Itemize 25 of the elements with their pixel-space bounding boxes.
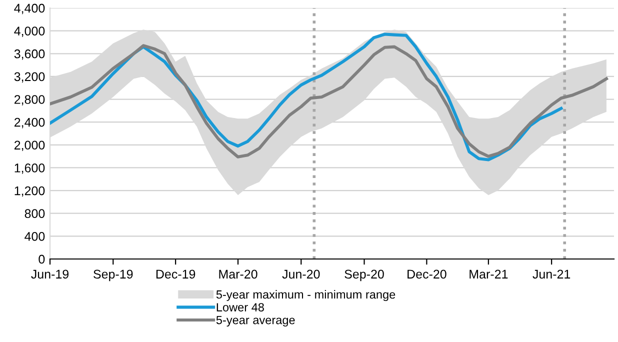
x-tick-label: Sep-19 bbox=[94, 270, 133, 282]
y-tick-label: 2,000 bbox=[14, 140, 45, 152]
x-tick-label: Dec-20 bbox=[408, 270, 446, 279]
legend-label: 5-year maximum - minimum range bbox=[216, 290, 396, 302]
y-tick-label: 400 bbox=[24, 232, 45, 241]
y-tick-label: 0 bbox=[38, 254, 45, 264]
y-tick-label: 800 bbox=[24, 209, 45, 218]
x-tick-label: Mar-20 bbox=[219, 270, 258, 279]
y-tick-label: 3,200 bbox=[14, 72, 45, 83]
y-tick-label: 1,200 bbox=[14, 186, 45, 197]
y-tick-label: 1,600 bbox=[14, 164, 45, 174]
x-tick-label: Jun-21 bbox=[532, 270, 570, 279]
line-series bbox=[50, 44, 608, 158]
x-tick-label: Jun-20 bbox=[282, 270, 320, 279]
y-tick-label: 2,800 bbox=[14, 95, 45, 106]
y-tick-label: 4,400 bbox=[14, 4, 45, 14]
y-tick-label: 3,600 bbox=[14, 49, 45, 60]
x-tick-label: Sep-20 bbox=[344, 270, 384, 282]
y-tick-label: 4,000 bbox=[14, 26, 45, 37]
legend-label: 5-year average bbox=[216, 316, 295, 327]
y-tick-label: 2,400 bbox=[14, 118, 45, 128]
x-tick-label: Mar-21 bbox=[470, 270, 508, 279]
legend-label: Lower 48 bbox=[216, 303, 264, 312]
x-tick-label: Dec-19 bbox=[156, 270, 196, 279]
x-tick-label: Jun-19 bbox=[31, 270, 69, 279]
